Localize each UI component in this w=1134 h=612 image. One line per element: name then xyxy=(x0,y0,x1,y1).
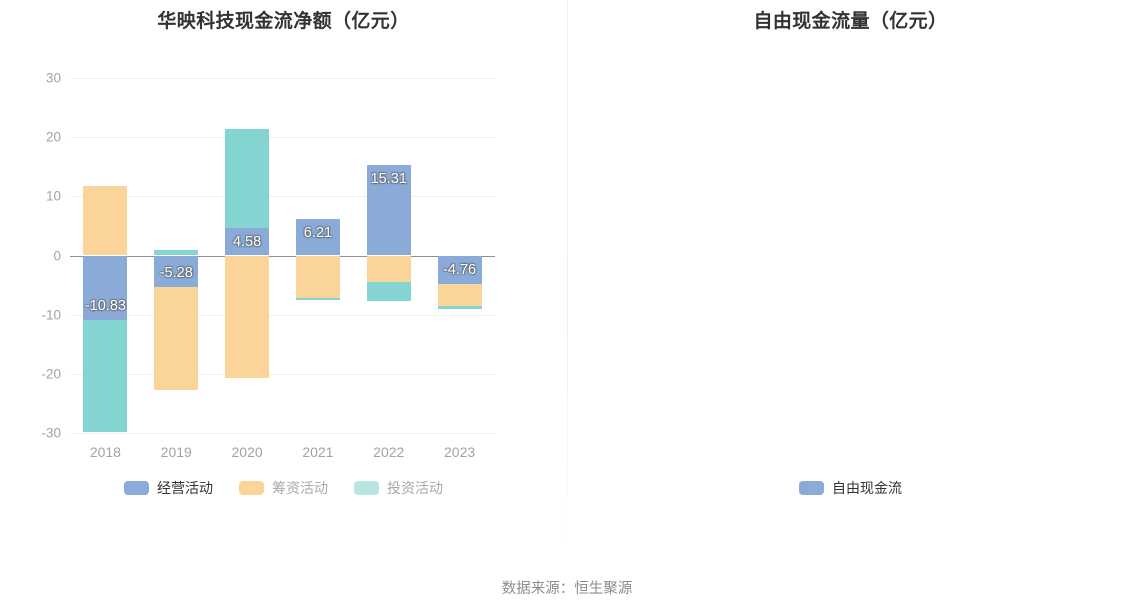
bar-segment[interactable] xyxy=(83,255,128,320)
legend-label: 筹资活动 xyxy=(272,480,328,496)
left-chart-title: 华映科技现金流净额（亿元） xyxy=(157,11,410,32)
bar-segment[interactable] xyxy=(295,218,340,256)
x-axis-tick-label: 2023 xyxy=(444,444,476,460)
bar-segment[interactable] xyxy=(225,129,270,229)
legend-item[interactable]: 投资活动 xyxy=(354,478,443,498)
bar-segment[interactable] xyxy=(154,255,199,287)
legend-label: 经营活动 xyxy=(157,480,213,496)
y-axis-tick-label: 30 xyxy=(45,70,61,86)
bar-segment[interactable] xyxy=(83,319,128,432)
bar-segment[interactable] xyxy=(295,255,340,299)
bar-segment[interactable] xyxy=(154,286,199,390)
legend-swatch xyxy=(354,481,379,495)
bar-segment[interactable] xyxy=(437,305,482,310)
gridline xyxy=(70,196,495,198)
y-axis-tick-label: 20 xyxy=(45,129,61,145)
bar-segment[interactable] xyxy=(437,283,482,306)
left-plot-area: 30 20 10 0 -10 -20 -30 2018 2019 2020 2021 2022 2023… xyxy=(41,71,495,460)
bar-segment[interactable] xyxy=(225,228,270,256)
x-axis-tick-label: 2022 xyxy=(373,444,405,460)
panel-divider xyxy=(567,0,568,546)
y-axis-tick-label: -20 xyxy=(41,366,61,382)
x-axis-tick-label: 2018 xyxy=(89,444,121,460)
legend-label: 自由现金流 xyxy=(832,480,902,496)
legend-item[interactable]: 经营活动 xyxy=(124,478,213,498)
y-axis-tick-label: 10 xyxy=(45,188,61,204)
bar-segment[interactable] xyxy=(83,186,128,256)
x-axis-tick-label: 2019 xyxy=(160,444,192,460)
bar-segment[interactable] xyxy=(366,164,411,256)
zero-axis-line xyxy=(70,255,495,257)
legend-item[interactable]: 筹资活动 xyxy=(239,478,328,498)
legend-swatch xyxy=(799,481,824,495)
gridline xyxy=(70,78,495,79)
x-axis-tick-label: 2020 xyxy=(231,444,263,460)
gridline xyxy=(70,137,495,139)
right-chart-legend: 自由现金流 xyxy=(567,478,1134,498)
y-axis-tick-label: 0 xyxy=(53,248,61,263)
left-chart-legend: 经营活动 筹资活动 投资活动 xyxy=(0,478,567,498)
y-axis-tick-label: -30 xyxy=(41,425,61,441)
bar-segment[interactable] xyxy=(225,255,270,378)
source-note: 数据来源：恒生聚源 xyxy=(501,581,633,597)
bar-segment[interactable] xyxy=(154,249,199,256)
legend-item[interactable]: 自由现金流 xyxy=(799,478,902,498)
bar-segment[interactable] xyxy=(366,282,411,302)
bar-segment[interactable] xyxy=(295,298,340,301)
bar-segment[interactable] xyxy=(366,255,411,283)
right-chart-panel: 自由现金流量（亿元） 100-10-20-30-4020182019202020… xyxy=(567,0,1134,560)
gridline xyxy=(70,373,495,375)
gridline xyxy=(70,433,495,434)
legend-swatch xyxy=(239,481,264,495)
left-chart-panel: 华映科技现金流净额（亿元） 30 20 10 0 -10 -20 -30 2018 2019 20… xyxy=(0,0,567,560)
right-chart-title: 自由现金流量（亿元） xyxy=(753,11,948,32)
y-axis-tick-label: -10 xyxy=(41,307,61,323)
x-axis-tick-label: 2021 xyxy=(302,444,334,460)
bar-segment[interactable] xyxy=(437,255,482,284)
gridline xyxy=(70,314,495,316)
legend-swatch xyxy=(124,481,149,495)
legend-label: 投资活动 xyxy=(387,480,443,496)
